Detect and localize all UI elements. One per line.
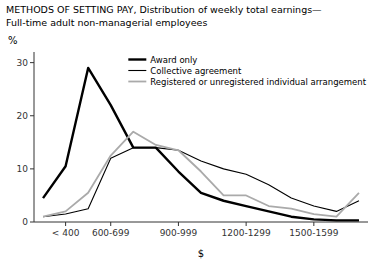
x-tick-label: 1200-1299 xyxy=(222,228,271,238)
x-tick xyxy=(110,222,111,226)
y-tick-label: 30 xyxy=(17,58,29,68)
x-tick xyxy=(65,222,66,226)
x-tick xyxy=(313,222,314,226)
legend-swatch xyxy=(128,70,146,71)
legend-swatch xyxy=(128,81,146,83)
y-tick-label: 20 xyxy=(17,111,29,121)
x-axis-line xyxy=(34,222,368,223)
y-tick xyxy=(30,115,34,116)
series-line xyxy=(43,68,359,220)
x-tick-label: < 400 xyxy=(52,228,80,238)
legend-label: Award only xyxy=(150,55,197,65)
x-tick xyxy=(178,222,179,226)
x-tick xyxy=(246,222,247,226)
series-line xyxy=(43,148,359,217)
lines xyxy=(43,68,359,220)
subtitle: Full-time adult non-managerial employees xyxy=(6,17,207,28)
y-tick xyxy=(30,62,34,63)
legend-swatch xyxy=(128,58,146,60)
x-tick-label: 900-999 xyxy=(160,228,198,238)
y-tick-label: 10 xyxy=(17,164,29,174)
legend-label: Collective agreement xyxy=(150,66,242,76)
y-tick xyxy=(30,168,34,169)
title: METHODS OF SETTING PAY, Distribution of … xyxy=(6,4,322,15)
series-line xyxy=(43,132,359,217)
y-axis-line xyxy=(34,52,35,222)
x-axis-label: $ xyxy=(198,248,204,259)
y-tick xyxy=(30,222,34,223)
x-tick-label: 1500-1599 xyxy=(289,228,338,238)
x-tick-label: 600-699 xyxy=(92,228,130,238)
legend-label: Registered or unregistered individual ar… xyxy=(150,77,366,87)
y-axis-label: % xyxy=(8,35,18,46)
y-tick-label: 0 xyxy=(22,217,28,227)
legend: Award onlyCollective agreementRegistered… xyxy=(128,55,366,87)
chart: METHODS OF SETTING PAY, Distribution of … xyxy=(0,0,378,265)
page: {"chart_data": { "type": "line", "title"… xyxy=(0,0,378,265)
